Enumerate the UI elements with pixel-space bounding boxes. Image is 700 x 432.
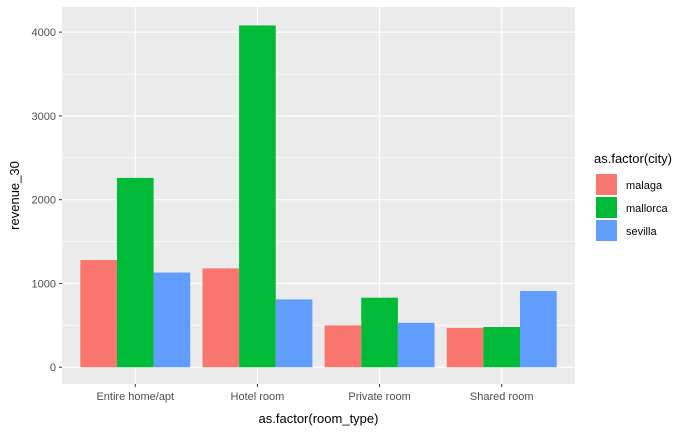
bar-malaga xyxy=(80,260,117,368)
bar-malaga xyxy=(324,325,362,368)
legend-title: as.factor(city) xyxy=(594,151,672,166)
legend: as.factor(city) malaga mallorca sevilla xyxy=(594,151,672,241)
y-tick-label: 1000 xyxy=(32,278,56,290)
bar-sevilla xyxy=(520,291,557,368)
x-tick-label: Entire home/apt xyxy=(96,391,174,403)
bar-sevilla xyxy=(153,272,191,368)
bar-sevilla xyxy=(275,299,313,368)
x-axis-ticks: Entire home/apt Hotel room Private room Sha… xyxy=(96,384,534,403)
y-tick-label: 2000 xyxy=(32,195,56,207)
y-tick-label: 3000 xyxy=(32,111,56,123)
legend-key-mallorca xyxy=(596,197,617,218)
y-axis-ticks: 0 1000 2000 3000 4000 xyxy=(32,27,62,374)
x-axis-title: as.factor(room_type) xyxy=(259,411,379,426)
y-axis-title: revenue_30 xyxy=(7,161,22,230)
bars xyxy=(80,25,557,368)
legend-label-sevilla: sevilla xyxy=(626,226,657,238)
bar-malaga xyxy=(202,268,240,368)
bar-malaga xyxy=(446,327,484,368)
x-tick-label: Hotel room xyxy=(231,391,285,403)
bar-mallorca xyxy=(239,25,276,368)
legend-items: malaga mallorca sevilla xyxy=(596,174,668,241)
y-tick-label: 0 xyxy=(50,362,56,374)
legend-label-malaga: malaga xyxy=(626,180,663,192)
y-tick-label: 4000 xyxy=(32,27,56,39)
bar-sevilla xyxy=(397,322,435,368)
legend-key-malaga xyxy=(596,174,617,195)
bar-mallorca xyxy=(361,297,398,368)
legend-label-mallorca: mallorca xyxy=(626,203,668,215)
legend-key-sevilla xyxy=(596,220,617,241)
bar-mallorca xyxy=(116,177,154,368)
x-tick-label: Private room xyxy=(348,391,410,403)
bar-mallorca xyxy=(483,327,521,368)
x-tick-label: Shared room xyxy=(470,391,534,403)
